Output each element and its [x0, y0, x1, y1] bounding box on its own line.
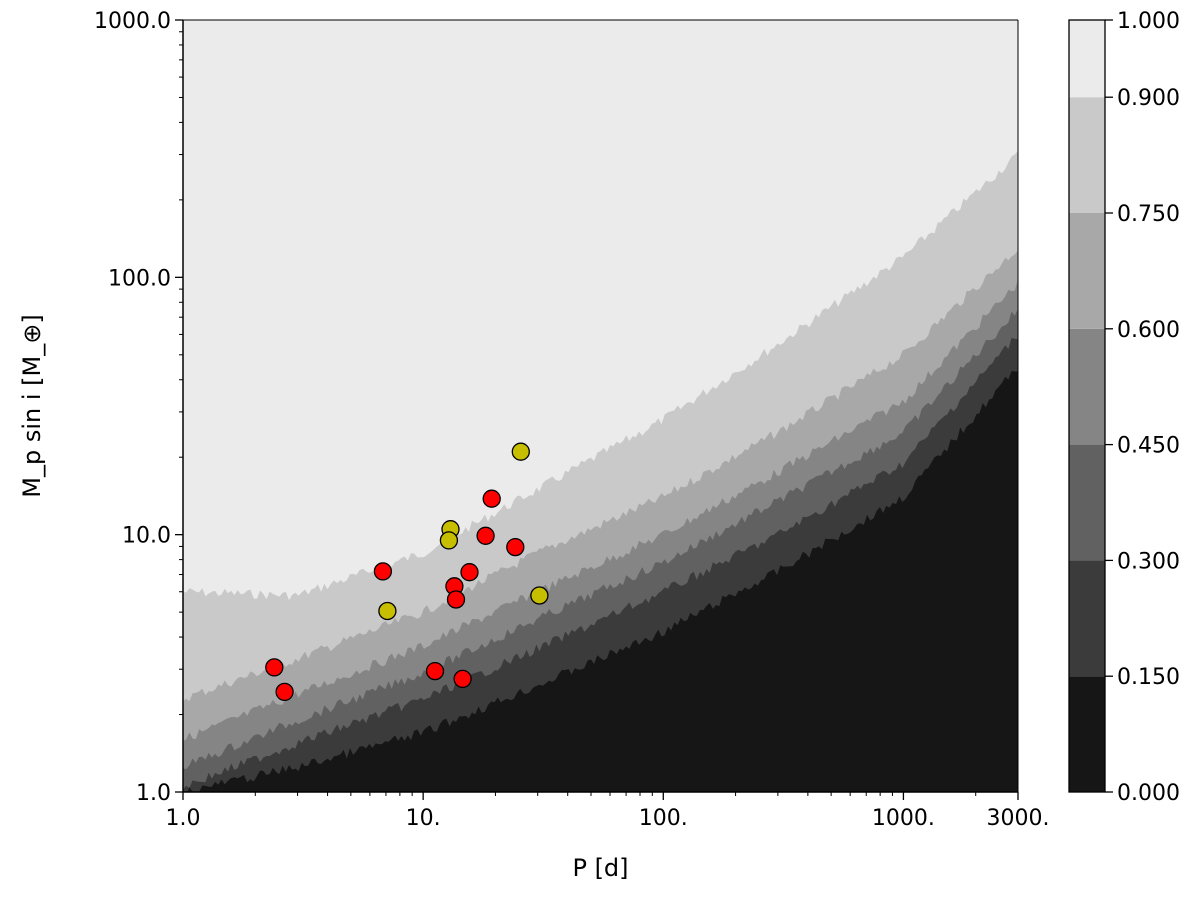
colorbar-tick-label: 0.450 — [1117, 434, 1180, 459]
colorbar-tick-label: 0.000 — [1117, 781, 1180, 806]
colorbar-tick-label: 0.900 — [1117, 86, 1180, 111]
colorbar-band — [1069, 328, 1105, 445]
y-tick-label: 100.0 — [108, 266, 171, 291]
colorbar-tick-label: 0.150 — [1117, 665, 1180, 690]
x-tick-label: 100. — [639, 806, 688, 831]
data-point — [275, 682, 294, 702]
y-tick-label: 1000.0 — [94, 9, 171, 34]
colorbar-tick-label: 0.750 — [1117, 202, 1180, 227]
data-point — [378, 601, 397, 621]
data-point — [425, 661, 445, 681]
colorbar-tick-label: 0.600 — [1117, 318, 1180, 343]
x-tick-label: 1000. — [872, 806, 935, 831]
colorbar-band — [1069, 97, 1105, 213]
data-point — [373, 562, 393, 581]
contour-layers — [183, 20, 1018, 792]
x-tick-label: 3000. — [987, 806, 1050, 831]
data-point — [439, 531, 459, 550]
data-point — [453, 669, 472, 689]
colorbar-band — [1069, 676, 1105, 792]
y-axis-label: M_p sin i [M_⊕] — [18, 314, 46, 497]
colorbar-frame — [1068, 19, 1106, 793]
x-axis-label: P [d] — [572, 854, 628, 882]
colorbar-band — [1069, 444, 1105, 561]
colorbar: 0.000 0.150 0.300 0.450 0.600 0.750 0.900 1.000 — [1068, 9, 1180, 806]
colorbar-band — [1069, 560, 1105, 677]
data-point — [506, 537, 525, 557]
x-tick-label: 10. — [406, 806, 441, 831]
data-point — [446, 590, 466, 609]
colorbar-tick-label: 1.000 — [1117, 9, 1180, 34]
data-point — [530, 586, 549, 605]
data-point — [460, 563, 479, 582]
data-point — [482, 489, 501, 508]
data-point — [511, 442, 530, 461]
data-point — [476, 526, 495, 545]
data-point — [265, 658, 284, 677]
y-tick-label: 10.0 — [122, 524, 171, 549]
axes: 1.0 10. 100. 1000. 3000. 1.0 10.0 100.0 1000.0 — [94, 9, 1049, 831]
colorbar-tick-label: 0.300 — [1117, 549, 1180, 574]
contour-band-0.15 — [183, 370, 1018, 792]
y-tick-label: 1.0 — [136, 781, 171, 806]
colorbar-band — [1069, 20, 1105, 98]
data-points — [265, 442, 549, 702]
colorbar-band — [1069, 213, 1105, 329]
x-tick-label: 1.0 — [166, 806, 201, 831]
